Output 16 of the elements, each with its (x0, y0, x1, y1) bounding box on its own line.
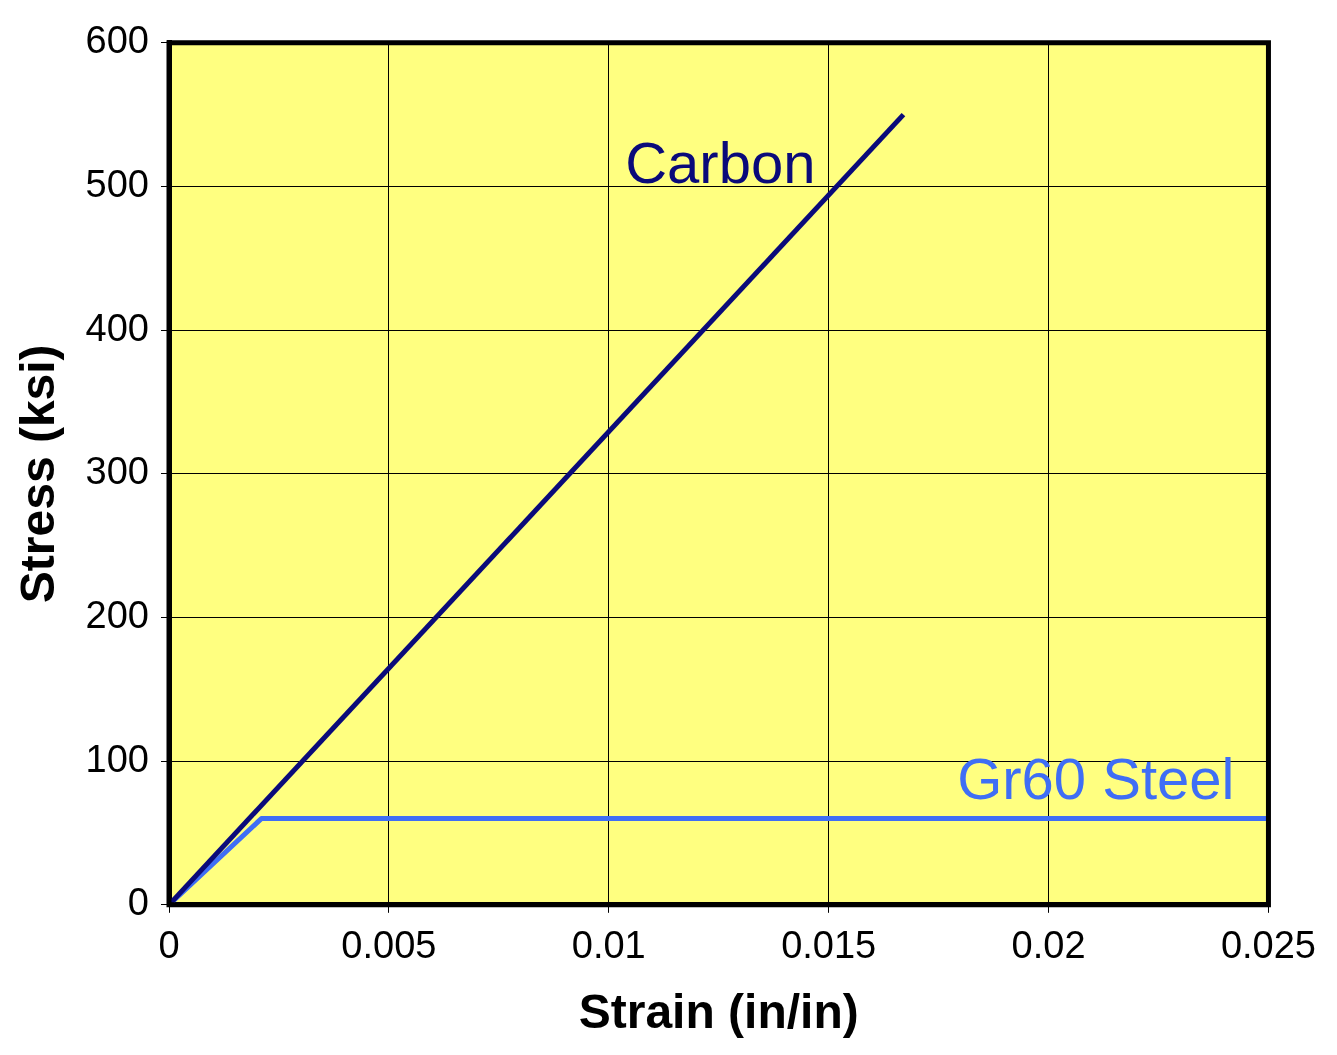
x-tick-label: 0.02 (1011, 924, 1086, 967)
y-tick-label: 300 (85, 450, 149, 493)
y-tick-label: 100 (85, 737, 149, 780)
y-tick-label: 600 (85, 19, 149, 62)
x-tick-label: 0.025 (1220, 924, 1316, 967)
series-label: Carbon (625, 129, 816, 195)
y-tick-label: 200 (85, 593, 149, 636)
y-tick-label: 400 (85, 306, 149, 349)
x-tick-label: 0 (158, 924, 180, 967)
x-tick-label: 0.015 (781, 924, 877, 967)
y-tick-label: 500 (85, 162, 149, 205)
y-tick-label: 0 (127, 881, 149, 924)
x-tick-label: 0.01 (571, 924, 646, 967)
x-tick-label: 0.005 (341, 924, 437, 967)
y-axis-title: Stress (ksi) (11, 344, 65, 604)
x-axis-title: Strain (in/in) (578, 985, 859, 1039)
